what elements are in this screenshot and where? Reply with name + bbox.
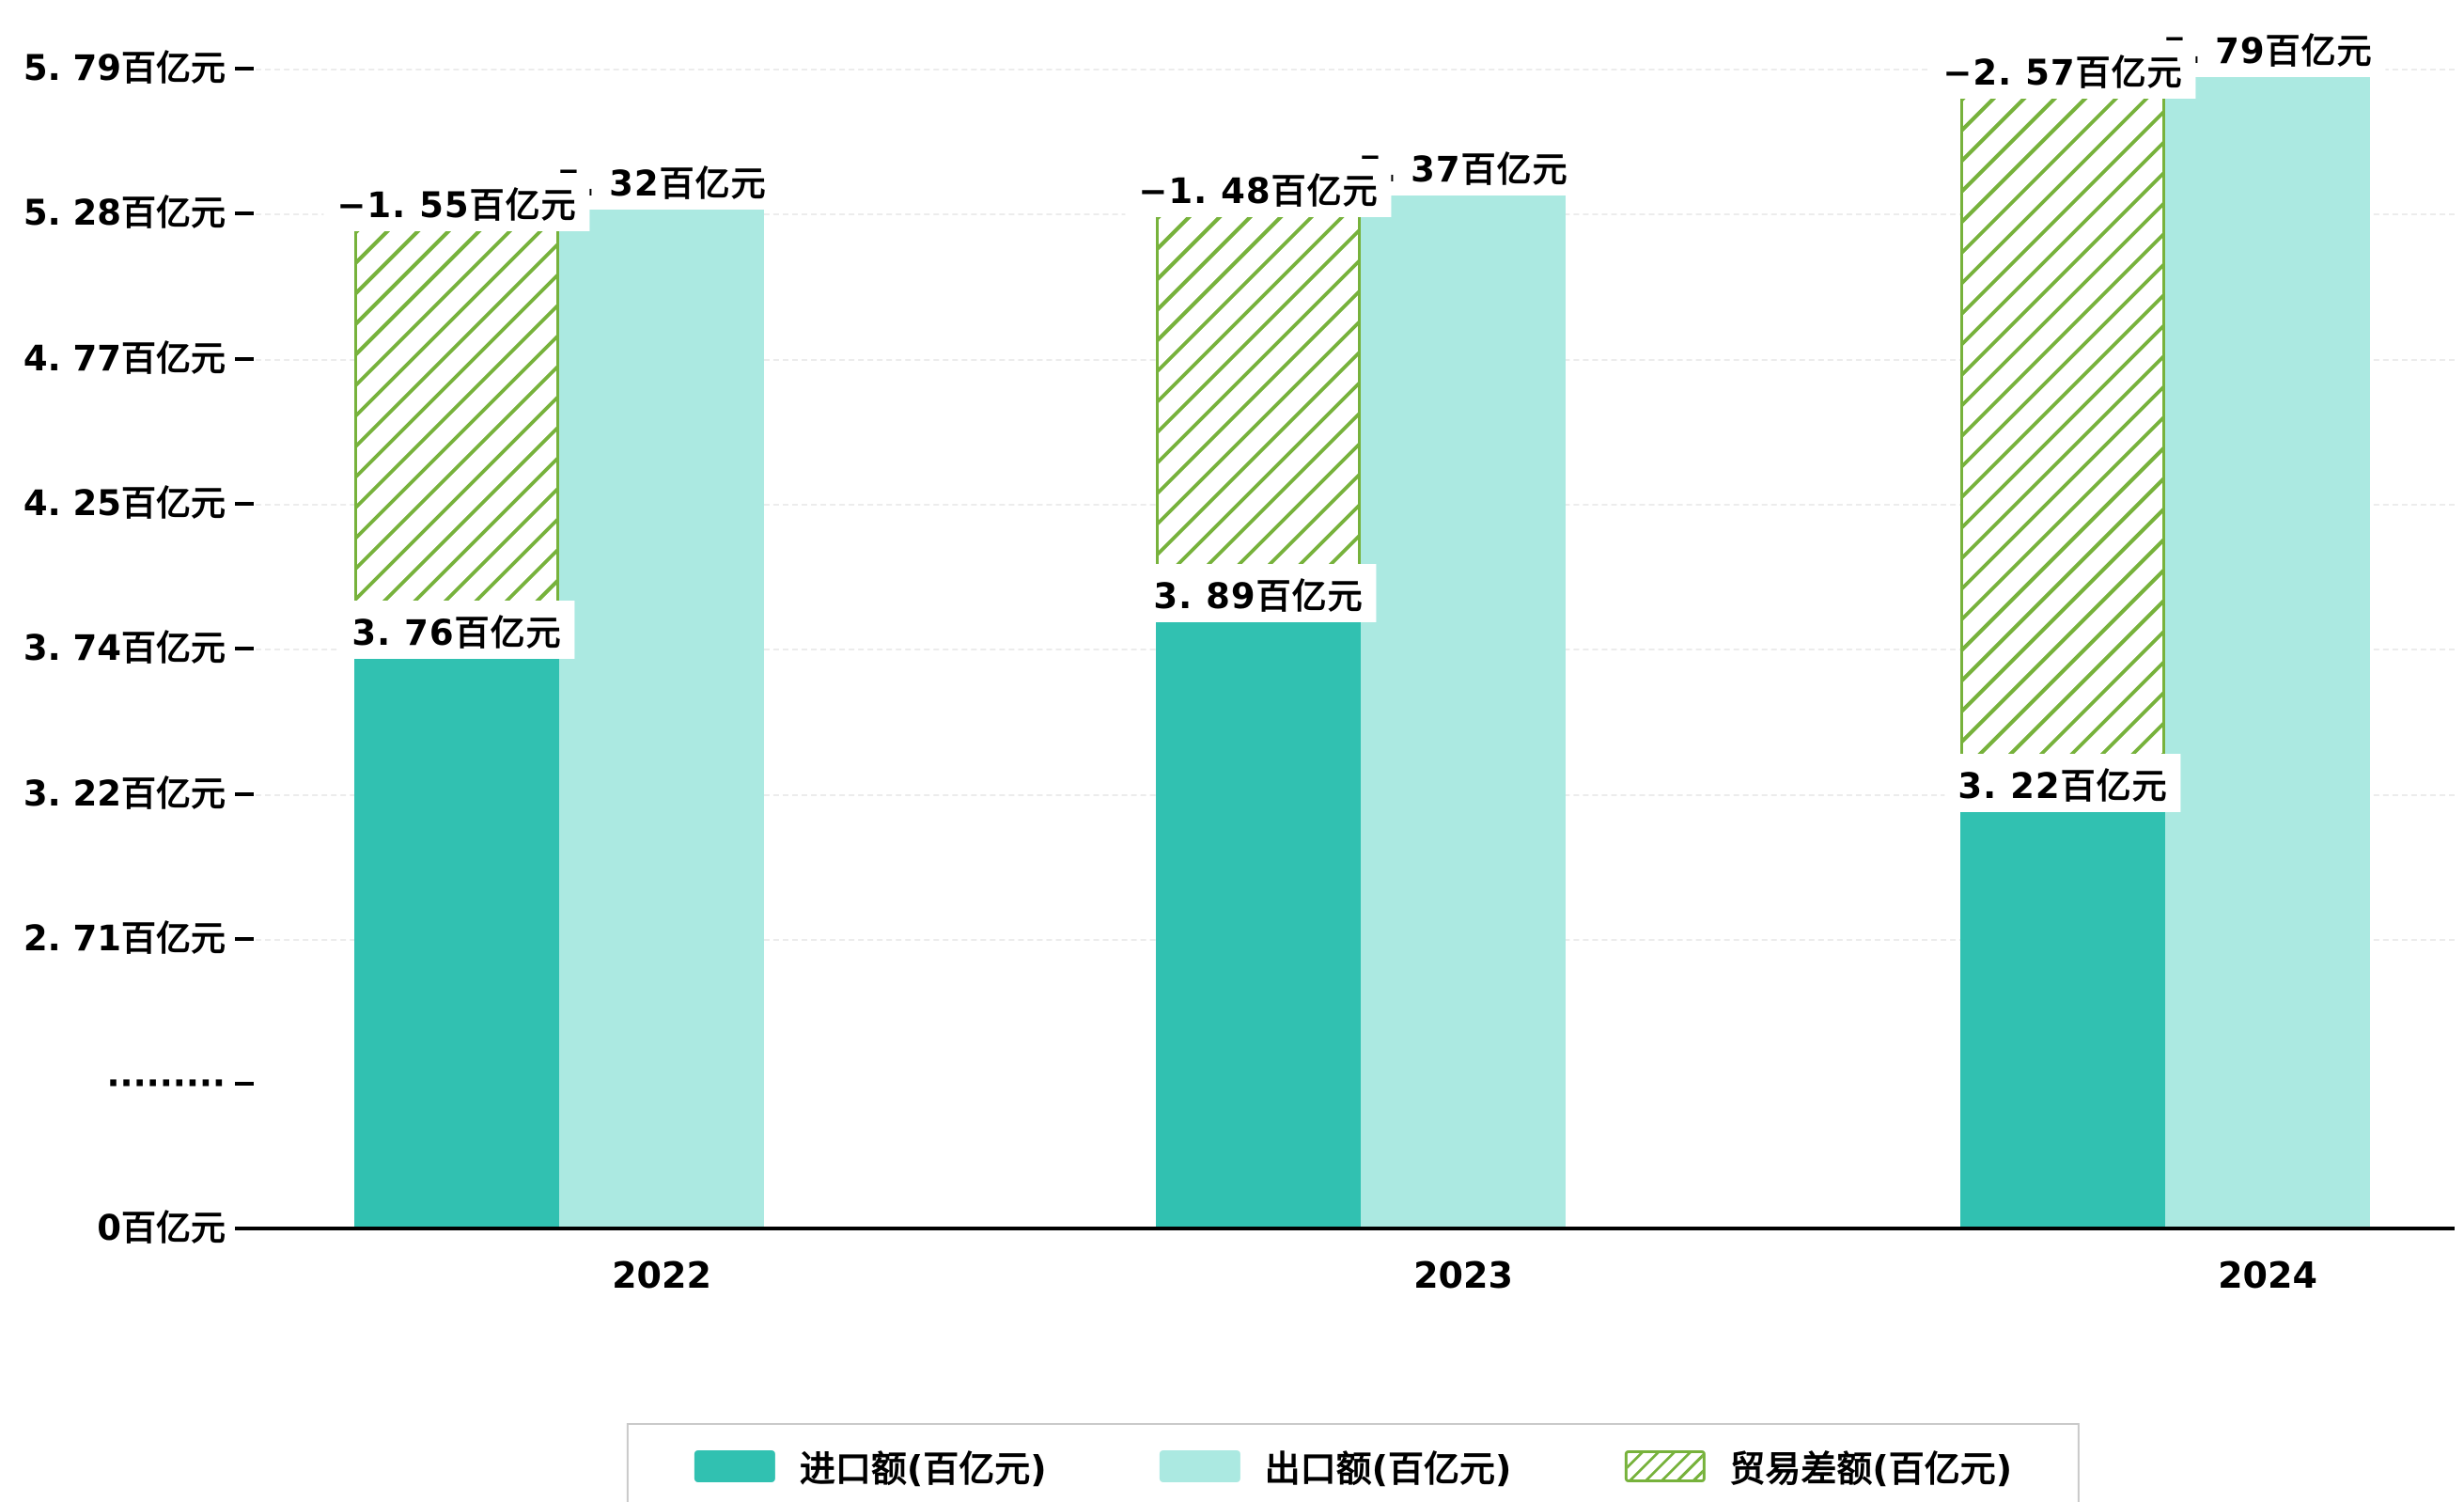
legend-label-trade-balance: 贸易差额(百亿元) (1729, 1448, 2013, 1490)
export-value-label: 5. 37百亿元 (1345, 137, 1582, 196)
x-tick-label: 2023 (1413, 1255, 1513, 1296)
import-value-label: 3. 22百亿元 (1944, 754, 2181, 812)
import-value-label: 3. 89百亿元 (1140, 564, 1377, 622)
y-tick-mark (235, 211, 254, 215)
import-swatch-icon (694, 1449, 775, 1482)
x-tick-label: 2022 (612, 1255, 711, 1296)
legend: 进口额(百亿元) 出口额(百亿元) 贸易差额(百亿元) (626, 1423, 2081, 1502)
y-tick-mark (235, 357, 254, 361)
export-bar-2023 (1361, 186, 1566, 1228)
legend-item-trade-balance: 贸易差额(百亿元) (1624, 1440, 2012, 1492)
y-tick-mark (235, 67, 254, 70)
x-tick-label: 2024 (2218, 1255, 2317, 1296)
trade-balance-bar-2024 (1960, 68, 2165, 794)
legend-item-export: 出口额(百亿元) (1159, 1440, 1512, 1492)
export-bar-2024 (2165, 68, 2370, 1228)
y-tick-label: 3. 22百亿元 (23, 774, 226, 814)
import-bar-2022 (354, 641, 559, 1228)
trade-balance-bar-2023 (1156, 186, 1361, 604)
import-bar-2023 (1156, 604, 1361, 1228)
y-tick-label: 5. 28百亿元 (23, 193, 226, 233)
trade-balance-label: −2. 57百亿元 (1929, 40, 2196, 99)
y-tick-label: 2. 71百亿元 (23, 918, 226, 959)
legend-label-export: 出口额(百亿元) (1264, 1448, 1512, 1490)
y-tick-mark (235, 647, 254, 650)
y-tick-label: 5. 79百亿元 (23, 48, 226, 88)
y-tick-mark (235, 792, 254, 796)
trade-balance-label: −1. 55百亿元 (323, 173, 590, 231)
y-tick-label: 0百亿元 (97, 1208, 226, 1248)
legend-label-import: 进口额(百亿元) (799, 1448, 1047, 1490)
y-tick-label: 4. 77百亿元 (23, 338, 226, 379)
y-tick-mark (235, 937, 254, 941)
y-gridline (237, 69, 2455, 70)
balance-swatch-icon (1624, 1449, 1706, 1482)
x-axis-line (237, 1227, 2455, 1230)
export-bar-2022 (559, 200, 764, 1228)
y-tick-mark (235, 1082, 254, 1086)
y-tick-label: ········· (106, 1063, 226, 1103)
y-tick-label: 4. 25百亿元 (23, 483, 226, 524)
export-swatch-icon (1159, 1449, 1240, 1482)
import-value-label: 3. 76百亿元 (338, 601, 575, 659)
trade-balance-label: −1. 48百亿元 (1125, 159, 1392, 217)
trade-balance-bar-2022 (354, 200, 559, 641)
import-bar-2024 (1960, 794, 2165, 1228)
legend-item-import: 进口额(百亿元) (694, 1440, 1047, 1492)
y-tick-label: 3. 74百亿元 (23, 628, 226, 668)
y-tick-mark (235, 502, 254, 506)
